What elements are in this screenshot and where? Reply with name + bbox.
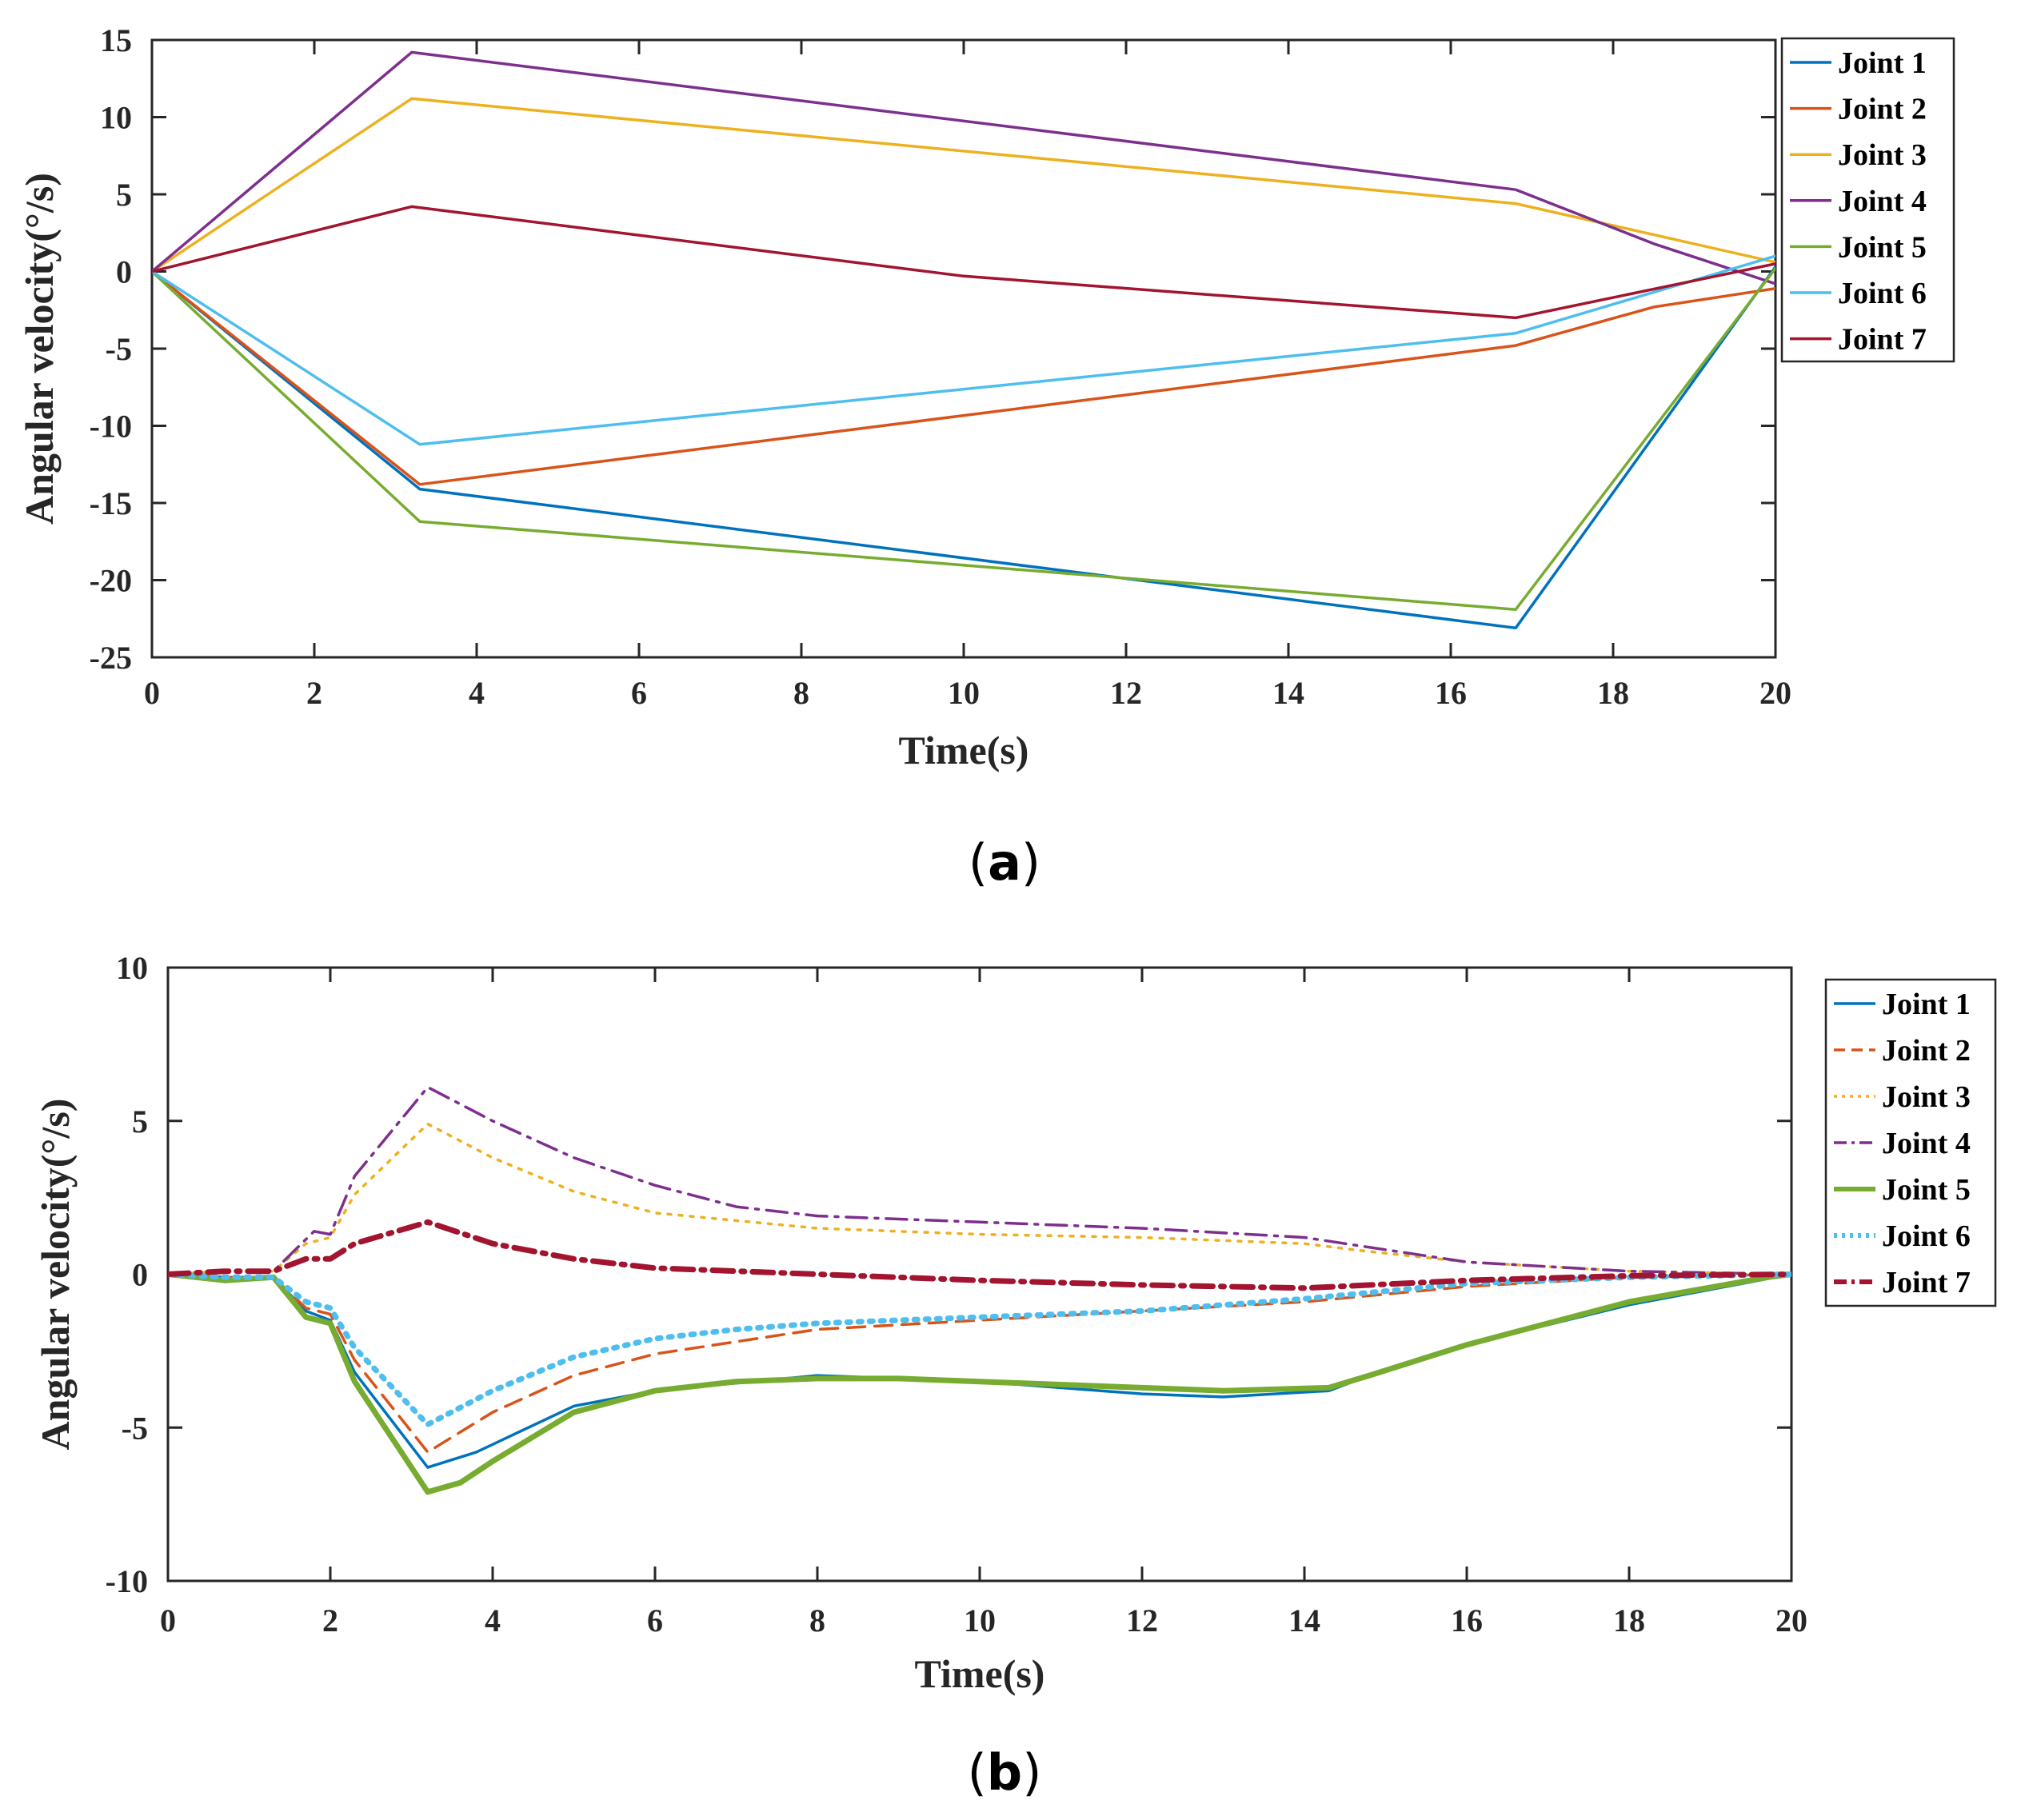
series-line-joint-1 bbox=[152, 265, 1775, 630]
legend-label-joint-2: Joint 2 bbox=[1838, 93, 1927, 126]
legend-label-joint-3: Joint 3 bbox=[1838, 138, 1927, 172]
series-line-joint-7 bbox=[152, 205, 1775, 320]
legend-label-joint-5: Joint 5 bbox=[1882, 1173, 1971, 1207]
y-axis-label: Angular velocity(°/s) bbox=[17, 173, 62, 525]
x-tick-label: 6 bbox=[647, 1602, 663, 1638]
y-tick-label: 10 bbox=[100, 100, 132, 136]
y-tick-label: 5 bbox=[132, 1104, 148, 1139]
x-tick-label: 18 bbox=[1597, 675, 1629, 711]
x-tick-label: 0 bbox=[144, 675, 160, 711]
series-line-joint-6 bbox=[152, 254, 1775, 446]
chart-a: 0 2 4 6 8 10 12 14 16 18 20 -25 -20 -15 -10 -5 0 5 10 15 Tim… bbox=[17, 22, 1955, 892]
x-tick-label: 4 bbox=[485, 1602, 501, 1638]
caption-a: (a) bbox=[969, 833, 1040, 892]
y-tick-label: -15 bbox=[90, 485, 132, 521]
y-tick-label: -5 bbox=[106, 331, 132, 367]
legend-label-joint-6: Joint 6 bbox=[1882, 1219, 1971, 1253]
series-line-joint-1 bbox=[168, 1272, 1791, 1469]
x-tick-label: 2 bbox=[322, 1602, 338, 1638]
x-tick-label: 12 bbox=[1126, 1602, 1158, 1638]
legend-label-joint-7: Joint 7 bbox=[1838, 323, 1927, 357]
y-tick-label: 0 bbox=[116, 254, 132, 290]
legend-label-joint-4: Joint 4 bbox=[1882, 1127, 1971, 1160]
y-tick-label: 10 bbox=[116, 950, 148, 986]
x-axis-label: Time(s) bbox=[915, 1651, 1045, 1696]
x-tick-label: 10 bbox=[948, 675, 980, 711]
x-tick-label: 20 bbox=[1759, 675, 1791, 711]
series-line-joint-7 bbox=[168, 1219, 1791, 1291]
series-line-joint-6 bbox=[168, 1271, 1791, 1427]
x-tick-label: 16 bbox=[1435, 675, 1467, 711]
x-tick-label: 8 bbox=[793, 675, 809, 711]
legend-label-joint-7: Joint 7 bbox=[1882, 1266, 1971, 1299]
series-line-joint-2 bbox=[168, 1272, 1791, 1454]
y-tick-label: -25 bbox=[90, 640, 132, 676]
legend-label-joint-1: Joint 1 bbox=[1838, 46, 1927, 80]
legend-label-joint-6: Joint 6 bbox=[1838, 277, 1927, 310]
y-tick-label: -20 bbox=[90, 563, 132, 599]
legend-label-joint-1: Joint 1 bbox=[1882, 988, 1971, 1021]
plot-frame bbox=[166, 966, 1793, 1583]
series-line-joint-3 bbox=[168, 1122, 1791, 1276]
x-tick-label: 6 bbox=[631, 675, 647, 711]
x-tick-label: 18 bbox=[1613, 1602, 1645, 1638]
x-tick-label: 12 bbox=[1110, 675, 1142, 711]
y-tick-label: -10 bbox=[90, 409, 132, 445]
x-tick-label: 2 bbox=[306, 675, 322, 711]
x-tick-label: 10 bbox=[964, 1602, 996, 1638]
y-axis-label: Angular velocity(°/s) bbox=[33, 1099, 78, 1451]
series-line-joint-4 bbox=[168, 1085, 1791, 1276]
series-line-joint-4 bbox=[152, 50, 1775, 285]
y-tick-label: 0 bbox=[132, 1257, 148, 1293]
x-axis-label: Time(s) bbox=[899, 728, 1029, 772]
legend: Joint 1 Joint 2 Joint 3 Joint 4 Joint 5 Joint… bbox=[1780, 37, 1955, 363]
y-tick-label: -5 bbox=[122, 1410, 148, 1446]
legend-label-joint-2: Joint 2 bbox=[1882, 1034, 1971, 1068]
x-tick-label: 20 bbox=[1775, 1602, 1807, 1638]
x-tick-label: 4 bbox=[469, 675, 485, 711]
legend-label-joint-3: Joint 3 bbox=[1882, 1080, 1971, 1114]
x-tick-label: 14 bbox=[1288, 1602, 1320, 1638]
x-tick-label: 0 bbox=[160, 1602, 176, 1638]
legend-label-joint-5: Joint 5 bbox=[1838, 230, 1927, 264]
legend: Joint 1 Joint 2 Joint 3 Joint 4 Joint 5 Joint… bbox=[1824, 978, 1997, 1307]
chart-b: 0 2 4 6 8 10 12 14 16 18 20 -10 -5 0 5 10 Time(s) Angular… bbox=[33, 950, 1997, 1802]
legend-label-joint-4: Joint 4 bbox=[1838, 185, 1927, 218]
y-tick-label: 15 bbox=[100, 22, 132, 58]
series-line-joint-5 bbox=[152, 266, 1775, 611]
series-line-joint-5 bbox=[168, 1271, 1791, 1495]
x-tick-label: 8 bbox=[809, 1602, 825, 1638]
series-line-joint-2 bbox=[152, 269, 1775, 486]
y-tick-label: -10 bbox=[106, 1563, 148, 1599]
y-tick-label: 5 bbox=[116, 177, 132, 213]
x-tick-label: 14 bbox=[1272, 675, 1304, 711]
series-line-joint-3 bbox=[152, 97, 1775, 273]
caption-b: (b) bbox=[968, 1743, 1042, 1802]
x-tick-label: 16 bbox=[1451, 1602, 1483, 1638]
